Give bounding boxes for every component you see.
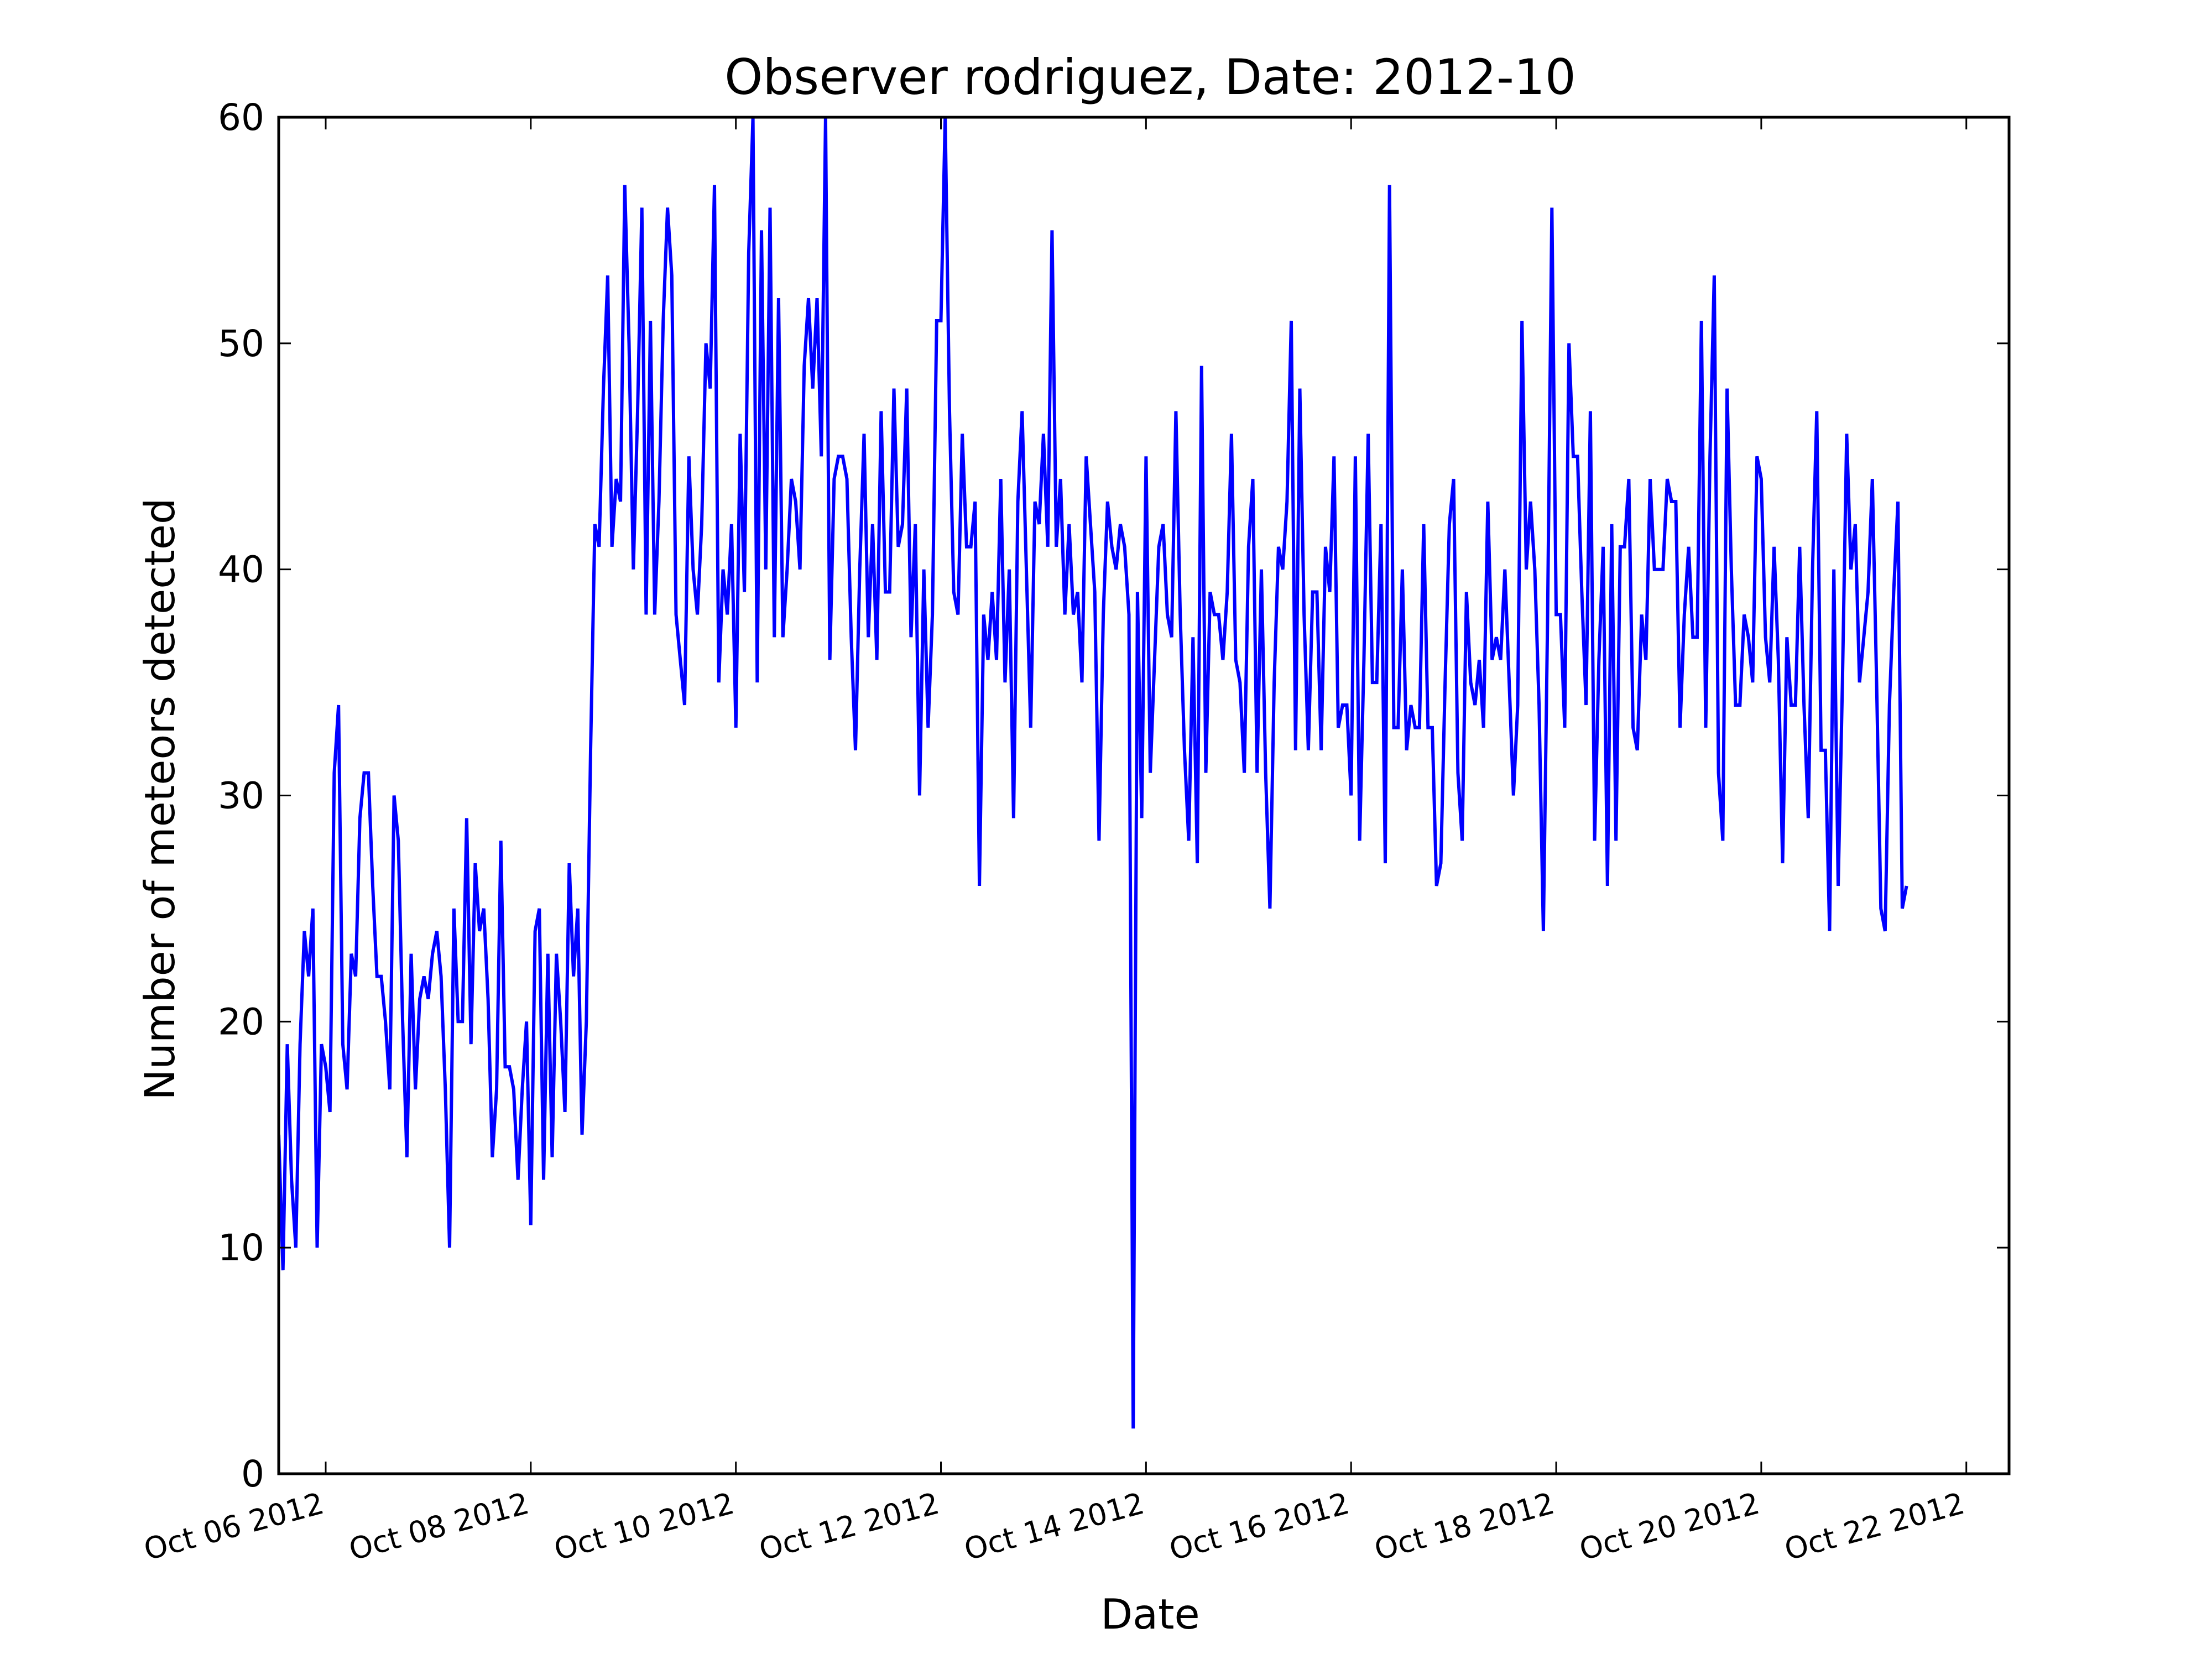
y-axis: 0 10 20 30 40 50 60 [218, 96, 2009, 1495]
y-tick-label: 30 [218, 775, 264, 817]
x-axis-label: Date [1100, 1590, 1199, 1639]
series-line-0 [279, 117, 1908, 1429]
y-tick-label: 10 [218, 1227, 264, 1269]
y-tick-label: 20 [218, 1000, 264, 1043]
y-axis-label: Number of meteors detected [135, 498, 184, 1100]
y-tick-label: 40 [218, 549, 264, 591]
y-tick-label: 0 [241, 1453, 264, 1495]
y-tick-label: 50 [218, 322, 264, 365]
y-tick-label: 60 [218, 96, 264, 139]
chart-title: Observer rodriguez, Date: 2012-10 [724, 49, 1576, 106]
